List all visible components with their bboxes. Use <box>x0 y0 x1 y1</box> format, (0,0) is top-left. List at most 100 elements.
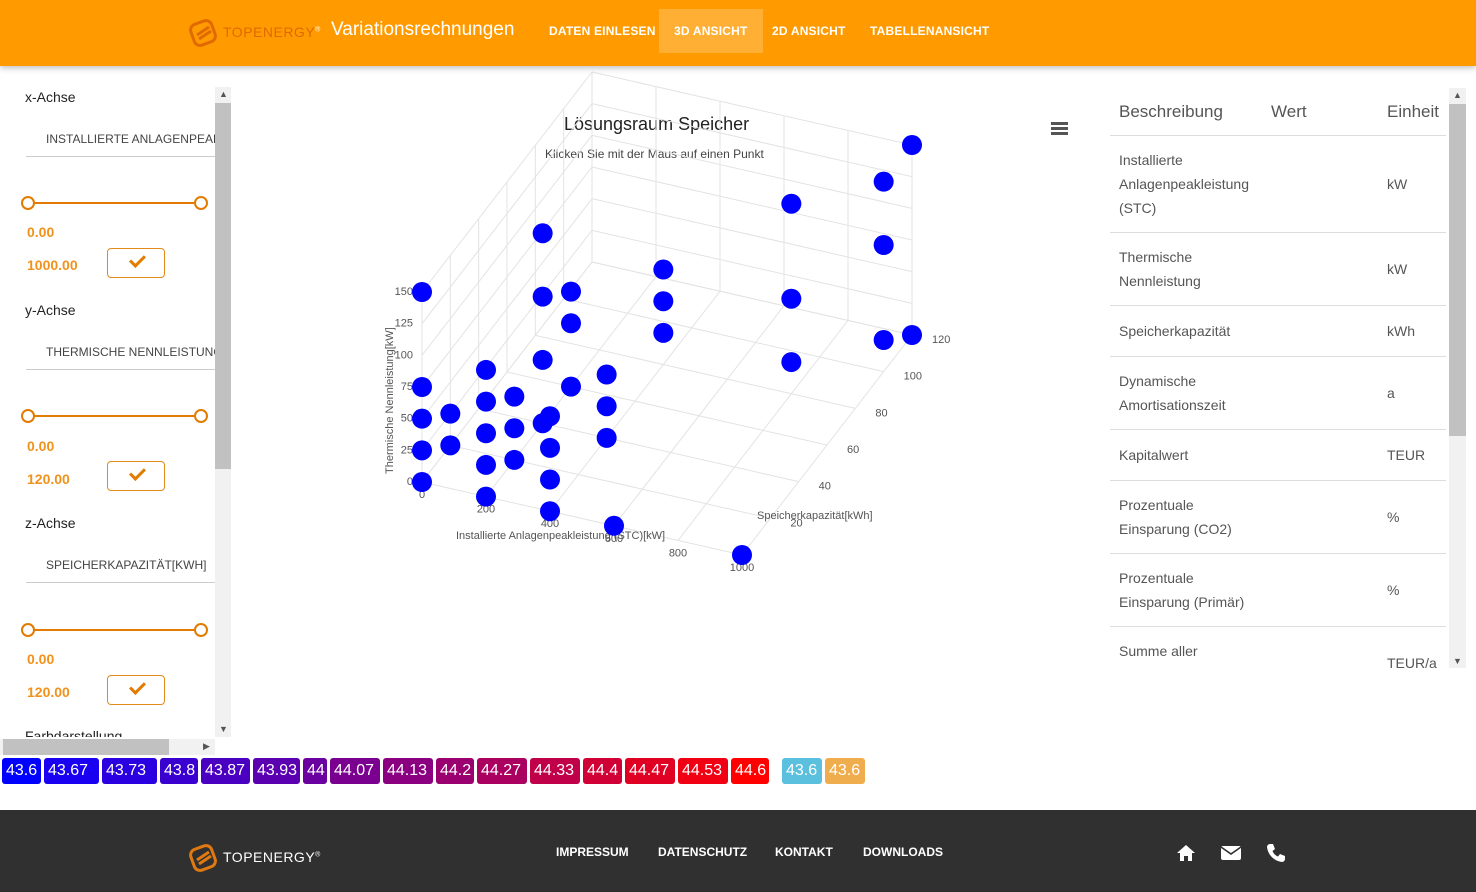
home-icon[interactable] <box>1176 843 1196 863</box>
scatter-point[interactable] <box>781 193 802 214</box>
scatter-point[interactable] <box>504 449 525 470</box>
scatter-point[interactable] <box>540 501 560 522</box>
x-axis-apply-button[interactable] <box>107 248 165 278</box>
scatter-point[interactable] <box>412 440 432 461</box>
row-description: Speicherkapazität <box>1119 323 1231 339</box>
scatter-point[interactable] <box>540 469 560 490</box>
y-axis-apply-button[interactable] <box>107 461 165 491</box>
scatter-point[interactable] <box>412 377 432 397</box>
scatter-point[interactable] <box>596 427 617 448</box>
scatter-point[interactable] <box>412 472 432 492</box>
scatter-point[interactable] <box>561 281 581 302</box>
scatter-point[interactable] <box>561 376 581 397</box>
scatter-point[interactable] <box>902 135 922 155</box>
scatter-point[interactable] <box>781 352 802 373</box>
y-min-value: 0.00 <box>27 438 55 454</box>
table-scroll-up-icon[interactable]: ▲ <box>1453 90 1462 100</box>
footer-link-impressum[interactable]: IMPRESSUM <box>556 845 629 859</box>
nav-tabellenansicht[interactable]: TABELLENANSICHT <box>870 24 990 38</box>
legend-color-chip: 44.07 <box>330 758 380 784</box>
scatter-point[interactable] <box>596 364 617 385</box>
hamburger-menu-icon[interactable] <box>1051 122 1068 136</box>
y-axis-select[interactable]: THERMISCHE NENNLEISTUNG[KW] <box>26 334 215 370</box>
topenergy-logo[interactable]: TOPENERGY® <box>189 17 321 47</box>
z-max-handle[interactable] <box>194 623 208 637</box>
scatter-point[interactable] <box>532 223 553 244</box>
z-axis-apply-button[interactable] <box>107 675 165 705</box>
scatter-point[interactable] <box>476 423 496 444</box>
scatter-point[interactable] <box>561 313 581 334</box>
scatter-point[interactable] <box>476 486 496 507</box>
scatter-point[interactable] <box>440 435 461 456</box>
scatter-point[interactable] <box>873 171 894 192</box>
row-unit: % <box>1387 509 1400 525</box>
x-min-handle[interactable] <box>21 196 35 210</box>
legend-color-chip: 44.47 <box>625 758 675 784</box>
z-axis-select[interactable]: SPEICHERKAPAZITÄT[KWH] <box>26 547 215 583</box>
y-axis-range-slider[interactable] <box>21 409 208 423</box>
scatter-point[interactable] <box>532 413 553 434</box>
legend-color-chip: 44.2 <box>436 758 474 784</box>
z-min-handle[interactable] <box>21 623 35 637</box>
scroll-up-arrow-icon[interactable]: ▲ <box>219 89 228 99</box>
scroll-right-arrow-icon[interactable]: ▶ <box>203 741 210 751</box>
x-max-handle[interactable] <box>194 196 208 210</box>
z-axis-range-slider[interactable] <box>21 623 208 637</box>
nav-2d-ansicht[interactable]: 2D ANSICHT <box>772 24 846 38</box>
scatter-point[interactable] <box>596 396 617 417</box>
scatter-point[interactable] <box>504 418 525 439</box>
grid-line <box>478 408 799 483</box>
y-min-handle[interactable] <box>21 409 35 423</box>
scatter-point[interactable] <box>504 386 525 407</box>
scatter-point[interactable] <box>476 391 496 412</box>
table-scroll-thumb[interactable] <box>1449 104 1466 436</box>
envelope-icon[interactable] <box>1220 843 1242 863</box>
scatter-point[interactable] <box>873 330 894 350</box>
x-tick-label: 200 <box>477 504 495 516</box>
footer-logo[interactable]: TOPENERGY® <box>189 842 321 872</box>
nav-3d-ansicht[interactable]: 3D ANSICHT <box>659 9 763 53</box>
scatter-point[interactable] <box>476 359 496 380</box>
table-row: Prozentuale Einsparung (Primär) % <box>1110 553 1446 626</box>
y-tick-label: 125 <box>395 318 413 330</box>
scatter-point[interactable] <box>873 235 894 255</box>
z-tick-label: 100 <box>904 371 922 383</box>
footer-link-datenschutz[interactable]: DATENSCHUTZ <box>658 845 748 859</box>
x-axis-range-slider[interactable] <box>21 196 208 210</box>
scatter-point[interactable] <box>732 545 752 565</box>
scatter-point[interactable] <box>440 403 461 424</box>
footer-link-downloads[interactable]: DOWNLOADS <box>863 845 943 859</box>
footer: TOPENERGY® IMPRESSUM DATENSCHUTZ KONTAKT… <box>0 810 1476 892</box>
y-tick-label: 25 <box>401 444 413 456</box>
color-section-label: Farbdarstellung <box>25 728 123 737</box>
chart-subtitle: Klicken Sie mit der Maus auf einen Punkt <box>545 147 764 161</box>
x-axis-select[interactable]: INSTALLIERTE ANLAGENPEAKLEISTUNG (STC)[K… <box>26 121 215 157</box>
scatter-point[interactable] <box>653 322 674 343</box>
table-scroll-down-icon[interactable]: ▼ <box>1453 656 1462 666</box>
legend-color-chip: 43.67 <box>44 758 99 784</box>
scatter-point[interactable] <box>412 282 432 302</box>
scatter-point[interactable] <box>781 288 802 309</box>
scatter-point[interactable] <box>412 408 432 429</box>
header-einheit: Einheit <box>1387 102 1439 121</box>
table-row: Installierte Anlagenpeakleistung (STC) kW <box>1110 135 1446 232</box>
nav-daten-einlesen[interactable]: DATEN EINLESEN <box>549 24 656 38</box>
scatter-point[interactable] <box>604 515 624 536</box>
scatter-3d-chart[interactable]: 0 25 50 75 100 125 150 0 200 400 600 800 1000 20 40 60 8… <box>0 0 1100 600</box>
scatter-point[interactable] <box>540 437 560 458</box>
y-tick-label: 75 <box>401 381 413 393</box>
sidebar-hscroll-thumb[interactable] <box>3 739 169 755</box>
sidebar-scroll-thumb[interactable] <box>215 103 231 469</box>
footer-link-kontakt[interactable]: KONTAKT <box>775 845 833 859</box>
scroll-down-arrow-icon[interactable]: ▼ <box>219 724 228 734</box>
phone-icon[interactable] <box>1266 843 1286 863</box>
y-max-value: 120.00 <box>27 471 70 487</box>
scatter-point[interactable] <box>653 291 674 312</box>
table-row: Dynamische Amortisationszeit a <box>1110 356 1446 429</box>
scatter-point[interactable] <box>532 349 553 370</box>
scatter-point[interactable] <box>653 259 674 280</box>
scatter-point[interactable] <box>532 286 553 307</box>
y-max-handle[interactable] <box>194 409 208 423</box>
scatter-point[interactable] <box>902 325 922 345</box>
scatter-point[interactable] <box>476 454 496 475</box>
